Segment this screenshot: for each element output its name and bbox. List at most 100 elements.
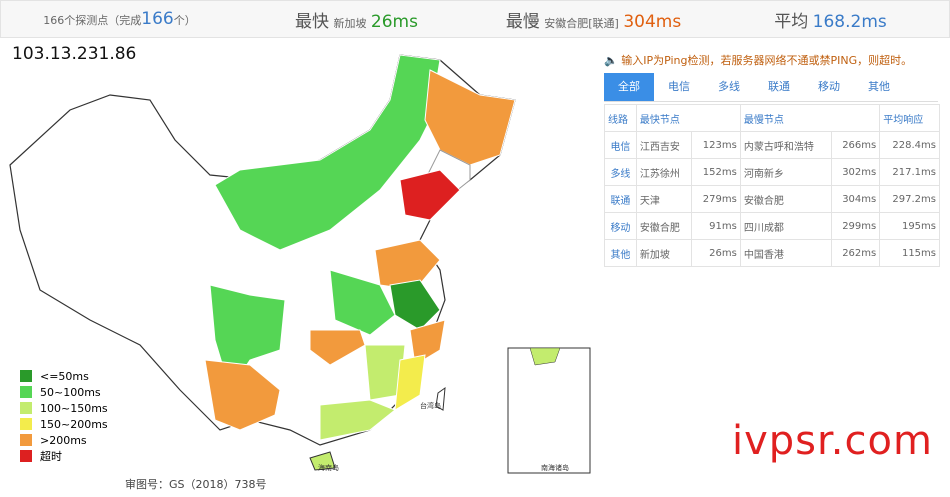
header-cell: 平均响应: [879, 104, 940, 132]
average-value: 168.2ms: [812, 11, 887, 32]
legend-item: 50~100ms: [20, 384, 108, 400]
legend-swatch: [20, 450, 32, 462]
legend-item: >200ms: [20, 432, 108, 448]
average: 平均 168.2ms: [712, 7, 949, 32]
header-cell: 最慢节点: [739, 104, 881, 132]
table-row: 其他 新加坡 26ms 中国香港 262ms 115ms: [604, 239, 940, 267]
fastest-node: 新加坡: [333, 16, 367, 30]
ip-address: 103.13.231.86: [12, 44, 137, 64]
region: [329, 269, 396, 336]
legend-swatch: [20, 370, 32, 382]
cell: 四川成都: [739, 212, 832, 240]
cell: 其他: [604, 239, 637, 267]
map: 台湾岛 海南岛 南海诸岛: [9, 54, 591, 474]
table-row: 电信 江西吉安 123ms 内蒙古呼和浩特 266ms 228.4ms: [604, 131, 940, 159]
inset-region: [529, 347, 561, 366]
cell: 26ms: [691, 239, 741, 267]
map-label: 台湾岛: [420, 401, 441, 410]
region: [214, 54, 441, 251]
cell: 195ms: [879, 212, 940, 240]
region: [374, 239, 441, 291]
slowest-label: 最慢: [505, 11, 540, 32]
legend-label: >200ms: [40, 433, 87, 447]
header-cell: 线路: [604, 104, 637, 132]
region: [319, 399, 396, 441]
tab[interactable]: 全部: [604, 73, 654, 101]
tab[interactable]: 电信: [668, 80, 690, 93]
table-row: 联通 天津 279ms 安徽合肥 304ms 297.2ms: [604, 185, 940, 213]
cell: 302ms: [830, 158, 881, 186]
cell: 304ms: [830, 185, 881, 213]
cell: 91ms: [691, 212, 741, 240]
fastest-value: 26ms: [370, 11, 418, 32]
probe-count: 166个探测点（完成166个）: [1, 9, 238, 29]
cell: 多线: [604, 158, 637, 186]
cell: 联通: [604, 185, 637, 213]
legend-swatch: [20, 434, 32, 446]
legend-label: 100~150ms: [40, 401, 108, 415]
cell: 152ms: [691, 158, 741, 186]
tab[interactable]: 移动: [818, 80, 840, 93]
cell: 天津: [635, 185, 693, 213]
legend-item: <=50ms: [20, 368, 108, 384]
cell: 电信: [604, 131, 637, 159]
legend-label: <=50ms: [40, 369, 89, 383]
cell: 江苏徐州: [635, 158, 693, 186]
cell: 移动: [604, 212, 637, 240]
fastest-label: 最快: [295, 11, 330, 32]
cell: 安徽合肥: [739, 185, 832, 213]
legend-label: 150~200ms: [40, 417, 108, 431]
region: [204, 359, 281, 431]
cell: 123ms: [691, 131, 741, 159]
tab[interactable]: 其他: [868, 80, 890, 93]
cell: 299ms: [830, 212, 881, 240]
legend-swatch: [20, 402, 32, 414]
table-header: 线路 最快节点 最慢节点 平均响应: [604, 104, 940, 132]
cell: 217.1ms: [879, 158, 940, 186]
probe-suffix: 个）: [173, 14, 196, 27]
cell: 262ms: [830, 239, 881, 267]
map-caption: 审图号：GS（2018）738号: [125, 478, 267, 491]
region: [399, 169, 461, 221]
legend-label: 50~100ms: [40, 385, 101, 399]
cell: 内蒙古呼和浩特: [739, 131, 832, 159]
island: [309, 451, 336, 471]
inset-frame: [507, 347, 591, 474]
cell: 228.4ms: [879, 131, 940, 159]
cell: 中国香港: [739, 239, 832, 267]
stats-bar: 166个探测点（完成166个） 最快 新加坡 26ms 最慢 安徽合肥[联通] …: [0, 0, 950, 38]
watermark: ivpsr.com: [732, 418, 933, 464]
legend-label: 超时: [40, 450, 62, 463]
tab[interactable]: 联通: [768, 80, 790, 93]
region: [424, 69, 516, 166]
slowest: 最慢 安徽合肥[联通] 304ms: [475, 7, 712, 32]
legend: <=50ms 50~100ms 100~150ms 150~200ms >200ms 超时: [20, 368, 108, 464]
map-label: 南海诸岛: [541, 463, 569, 472]
island: [435, 386, 446, 411]
fastest: 最快 新加坡 26ms: [238, 7, 475, 32]
legend-item: 150~200ms: [20, 416, 108, 432]
cell: 279ms: [691, 185, 741, 213]
notice-text: 输入IP为Ping检测，若服务器网络不通或禁PING，则超时。: [621, 54, 913, 67]
cell: 266ms: [830, 131, 881, 159]
slowest-node: 安徽合肥[联通]: [544, 16, 619, 30]
legend-item: 超时: [20, 448, 108, 464]
region: [394, 354, 426, 411]
results-table: 线路 最快节点 最慢节点 平均响应 电信 江西吉安 123ms 内蒙古呼和浩特 266ms 228…: [604, 104, 940, 267]
cell: 297.2ms: [879, 185, 940, 213]
slowest-value: 304ms: [623, 11, 682, 32]
tab[interactable]: 多线: [718, 80, 740, 93]
map-label: 海南岛: [318, 463, 339, 472]
tabs: 全部 电信 多线 联通 移动 其他: [604, 73, 938, 102]
region: [389, 279, 441, 331]
cell: 安徽合肥: [635, 212, 693, 240]
region: [409, 319, 446, 366]
region: [309, 329, 366, 366]
probe-prefix: 166个探测点（完成: [43, 14, 142, 27]
header-cell: 最快节点: [635, 104, 741, 132]
legend-swatch: [20, 418, 32, 430]
cell: 115ms: [879, 239, 940, 267]
cell: 江西吉安: [635, 131, 693, 159]
cell: 新加坡: [635, 239, 693, 267]
